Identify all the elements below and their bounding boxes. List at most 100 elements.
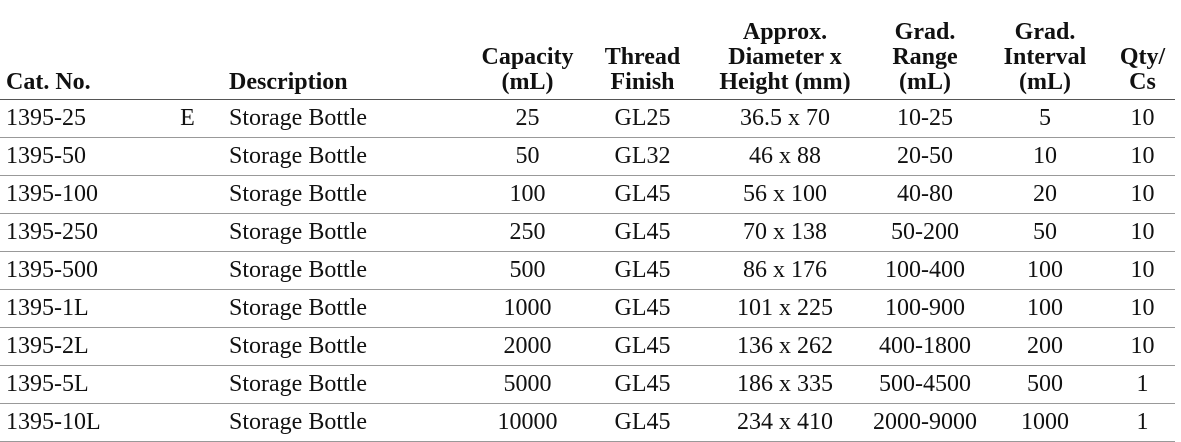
header-text: Cat. No. <box>6 69 91 95</box>
cell-size: 186 x 335 <box>700 365 870 404</box>
cell-description: Storage Bottle <box>200 251 470 290</box>
cell-range: 2000-9000 <box>870 403 980 442</box>
header-text: (mL) <box>501 69 554 95</box>
cell-range: 500-4500 <box>870 365 980 404</box>
table-row: 1395-5L Storage Bottle 5000 GL45 186 x 335 50… <box>0 365 1175 404</box>
cell-flag <box>175 403 200 442</box>
cell-interval: 5 <box>980 99 1110 138</box>
header-text: Interval <box>1003 44 1087 70</box>
header-cell: Approx. Diameter x Height (mm) <box>700 0 870 100</box>
cell-interval: 1000 <box>980 403 1110 442</box>
header-cell: Qty/Cs <box>1110 0 1175 100</box>
table-row: 1395-50 Storage Bottle 50 GL32 46 x 88 20-50 1… <box>0 137 1175 176</box>
header-text: Height (mm) <box>719 69 851 95</box>
cell-cat: 1395-10L <box>0 403 175 442</box>
header-cell: Grad. Range (mL) <box>870 0 980 100</box>
header-text: Grad. <box>894 19 956 45</box>
cell-flag: E <box>175 99 200 138</box>
cell-thread: GL45 <box>585 289 700 328</box>
cell-flag <box>175 327 200 366</box>
cell-thread: GL45 <box>585 403 700 442</box>
cell-cat: 1395-1L <box>0 289 175 328</box>
cell-qty: 10 <box>1110 175 1175 214</box>
cell-cat: 1395-500 <box>0 251 175 290</box>
header-text: Finish <box>610 69 675 95</box>
cell-cat: 1395-5L <box>0 365 175 404</box>
header-text: Grad. <box>1014 19 1076 45</box>
cell-flag <box>175 175 200 214</box>
cell-description: Storage Bottle <box>200 327 470 366</box>
cell-interval: 10 <box>980 137 1110 176</box>
cell-range: 100-900 <box>870 289 980 328</box>
cell-qty: 1 <box>1110 365 1175 404</box>
cell-range: 20-50 <box>870 137 980 176</box>
cell-capacity: 5000 <box>470 365 585 404</box>
cell-thread: GL45 <box>585 365 700 404</box>
cell-thread: GL32 <box>585 137 700 176</box>
header-row: Cat. No. Description Capacity (mL) Thread Fin… <box>0 0 1175 100</box>
cell-cat: 1395-100 <box>0 175 175 214</box>
header-cell: Thread Finish <box>585 0 700 100</box>
cell-cat: 1395-2L <box>0 327 175 366</box>
cell-size: 56 x 100 <box>700 175 870 214</box>
cell-interval: 500 <box>980 365 1110 404</box>
table-row: 1395-10L Storage Bottle 10000 GL45 234 x 410… <box>0 403 1175 442</box>
header-cell: Grad. Interval (mL) <box>980 0 1110 100</box>
cell-capacity: 1000 <box>470 289 585 328</box>
cell-capacity: 25 <box>470 99 585 138</box>
header-text: Description <box>229 69 348 95</box>
cell-interval: 100 <box>980 251 1110 290</box>
cell-flag <box>175 251 200 290</box>
header-cell: Cat. No. <box>0 0 175 100</box>
cell-size: 101 x 225 <box>700 289 870 328</box>
cell-flag <box>175 289 200 328</box>
header-text: Cs <box>1129 69 1156 95</box>
cell-interval: 50 <box>980 213 1110 252</box>
cell-size: 70 x 138 <box>700 213 870 252</box>
table-row: 1395-100 Storage Bottle 100 GL45 56 x 100 40-… <box>0 175 1175 214</box>
cell-capacity: 50 <box>470 137 585 176</box>
cell-thread: GL45 <box>585 251 700 290</box>
cell-qty: 10 <box>1110 251 1175 290</box>
cell-qty: 10 <box>1110 213 1175 252</box>
cell-thread: GL45 <box>585 327 700 366</box>
header-text: Capacity <box>481 44 574 70</box>
cell-interval: 20 <box>980 175 1110 214</box>
header-cell <box>175 0 200 100</box>
cell-range: 50-200 <box>870 213 980 252</box>
cell-flag <box>175 365 200 404</box>
cell-description: Storage Bottle <box>200 213 470 252</box>
cell-thread: GL25 <box>585 99 700 138</box>
header-text: (mL) <box>899 69 951 95</box>
cell-capacity: 10000 <box>470 403 585 442</box>
cell-flag <box>175 213 200 252</box>
cell-capacity: 250 <box>470 213 585 252</box>
cell-size: 46 x 88 <box>700 137 870 176</box>
table-row: 1395-500 Storage Bottle 500 GL45 86 x 176 100… <box>0 251 1175 290</box>
cell-description: Storage Bottle <box>200 175 470 214</box>
cell-thread: GL45 <box>585 175 700 214</box>
cell-description: Storage Bottle <box>200 365 470 404</box>
cell-flag <box>175 137 200 176</box>
cell-range: 40-80 <box>870 175 980 214</box>
cell-qty: 10 <box>1110 137 1175 176</box>
header-text: Approx. <box>742 19 828 45</box>
header-cell: Capacity (mL) <box>470 0 585 100</box>
cell-range: 400-1800 <box>870 327 980 366</box>
cell-capacity: 100 <box>470 175 585 214</box>
cell-cat: 1395-25 <box>0 99 175 138</box>
table-row: 1395-1L Storage Bottle 1000 GL45 101 x 225 10… <box>0 289 1175 328</box>
header-cell: Description <box>200 0 470 100</box>
header-text: Qty/ <box>1119 44 1166 70</box>
cell-thread: GL45 <box>585 213 700 252</box>
cell-qty: 10 <box>1110 289 1175 328</box>
cell-description: Storage Bottle <box>200 99 470 138</box>
cell-size: 136 x 262 <box>700 327 870 366</box>
table-row: 1395-2L Storage Bottle 2000 GL45 136 x 262 40… <box>0 327 1175 366</box>
cell-size: 234 x 410 <box>700 403 870 442</box>
cell-cat: 1395-50 <box>0 137 175 176</box>
header-text: Thread <box>604 44 681 70</box>
cell-size: 86 x 176 <box>700 251 870 290</box>
